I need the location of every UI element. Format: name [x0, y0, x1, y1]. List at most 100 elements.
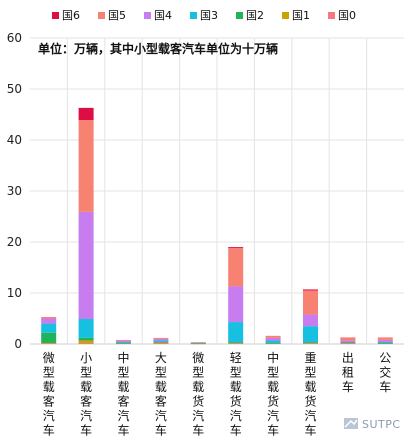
x-axis: 微型载客汽车 小型载客汽车 中型载客汽车 大型载客汽车 微型载货汽车 轻型载货汽车 中型载货…	[43, 350, 392, 436]
legend-label: 国3	[200, 9, 218, 22]
y-tick-label: 0	[14, 337, 22, 351]
bar-segment	[116, 343, 131, 344]
bar-segment	[265, 343, 281, 344]
bar-segment	[190, 342, 206, 343]
bars	[41, 107, 393, 345]
bar-segment	[116, 342, 131, 344]
bar-segment	[228, 342, 244, 343]
bar-segment	[116, 339, 131, 341]
legend-swatch	[190, 12, 197, 19]
bar-segment	[78, 340, 94, 343]
bar-segment	[228, 343, 244, 344]
legend-swatch	[52, 12, 59, 19]
bar-segment	[190, 343, 206, 344]
unit-annotation: 单位：万辆，其中小型载客汽车单位为十万辆	[38, 41, 278, 56]
bar-segment	[377, 339, 393, 342]
bar-segment	[228, 286, 244, 323]
sutpc-logo-icon	[344, 418, 358, 429]
watermark-text: SUTPC	[362, 418, 401, 431]
bar-segment	[190, 343, 206, 345]
bar-segment	[303, 289, 318, 291]
bar-segment	[303, 343, 318, 344]
y-tick-label: 40	[7, 133, 22, 147]
bar-segment	[377, 337, 393, 340]
bar-segment	[153, 340, 169, 342]
legend-swatch	[282, 12, 289, 19]
y-tick-label: 10	[7, 286, 22, 300]
bar-segment	[265, 340, 281, 343]
bar-segment	[41, 323, 57, 333]
bar-segment	[228, 322, 244, 343]
bar-segment	[78, 319, 94, 338]
bar-segment	[116, 343, 131, 344]
bar-segment	[303, 290, 318, 315]
x-tick-label: 公交车	[379, 351, 391, 394]
bar-segment	[228, 248, 244, 287]
bar-segment	[303, 314, 318, 327]
bar-segment	[340, 342, 356, 343]
bar-segment	[265, 335, 281, 338]
bar-segment	[78, 107, 94, 121]
legend-swatch	[236, 12, 243, 19]
bar-segment	[78, 211, 94, 320]
bar-segment	[41, 318, 57, 324]
bar-segment	[41, 342, 57, 344]
bar-segment	[190, 342, 206, 343]
legend-label: 国1	[292, 9, 310, 22]
bar-segment	[41, 316, 57, 319]
bar-segment	[190, 343, 206, 344]
x-tick-label: 中型载客汽车	[117, 350, 129, 436]
bar-segment	[153, 342, 169, 344]
y-tick-label: 50	[7, 82, 22, 96]
x-tick-label: 小型载客汽车	[80, 351, 92, 436]
bar-segment	[153, 342, 169, 343]
bar-segment	[340, 342, 356, 344]
bar-segment	[116, 341, 131, 343]
bar-segment	[377, 342, 393, 344]
bar-segment	[78, 337, 94, 341]
bar-segment	[377, 343, 393, 344]
gridlines	[30, 37, 404, 345]
legend-swatch	[98, 12, 105, 19]
legend-label: 国2	[246, 9, 264, 22]
bar-segment	[303, 326, 318, 343]
bar-segment	[78, 342, 94, 344]
watermark: SUTPC	[344, 418, 401, 431]
bar-segment	[340, 337, 356, 341]
bar-segment	[228, 342, 244, 344]
x-tick-label: 重型载货汽车	[304, 351, 316, 436]
bar-segment	[265, 337, 281, 341]
legend-label: 国0	[338, 9, 356, 22]
bar-segment	[228, 247, 244, 249]
legend-label: 国6	[62, 9, 80, 22]
bar-segment	[340, 342, 356, 344]
bar-segment	[377, 343, 393, 344]
y-tick-label: 30	[7, 184, 22, 198]
bar-segment	[303, 342, 318, 343]
bar-segment	[190, 342, 206, 344]
x-tick-label: 微型载货汽车	[192, 351, 204, 436]
bar-segment	[116, 340, 131, 342]
bar-segment	[153, 338, 169, 341]
bar-segment	[78, 120, 94, 212]
x-tick-label: 轻型载货汽车	[230, 351, 242, 436]
bar-segment	[41, 332, 57, 343]
bar-segment	[303, 342, 318, 344]
y-axis: 0 10 20 30 40 50 60	[7, 31, 22, 351]
legend-swatch	[328, 12, 335, 19]
bar-segment	[377, 341, 393, 343]
x-tick-label: 大型载客汽车	[155, 351, 167, 436]
legend-label: 国5	[108, 9, 126, 22]
bar-segment	[340, 340, 356, 342]
legend-label: 国4	[154, 9, 172, 22]
x-tick-label: 微型载客汽车	[43, 351, 55, 436]
bar-segment	[153, 337, 169, 339]
bar-segment	[340, 341, 356, 343]
bar-segment	[265, 342, 281, 344]
y-tick-label: 60	[7, 31, 22, 45]
y-tick-label: 20	[7, 235, 22, 249]
x-tick-label: 中型载货汽车	[267, 350, 279, 436]
x-tick-label: 出租车	[342, 351, 354, 394]
legend: 国6 国5 国4 国3 国2 国1 国0	[52, 9, 356, 22]
